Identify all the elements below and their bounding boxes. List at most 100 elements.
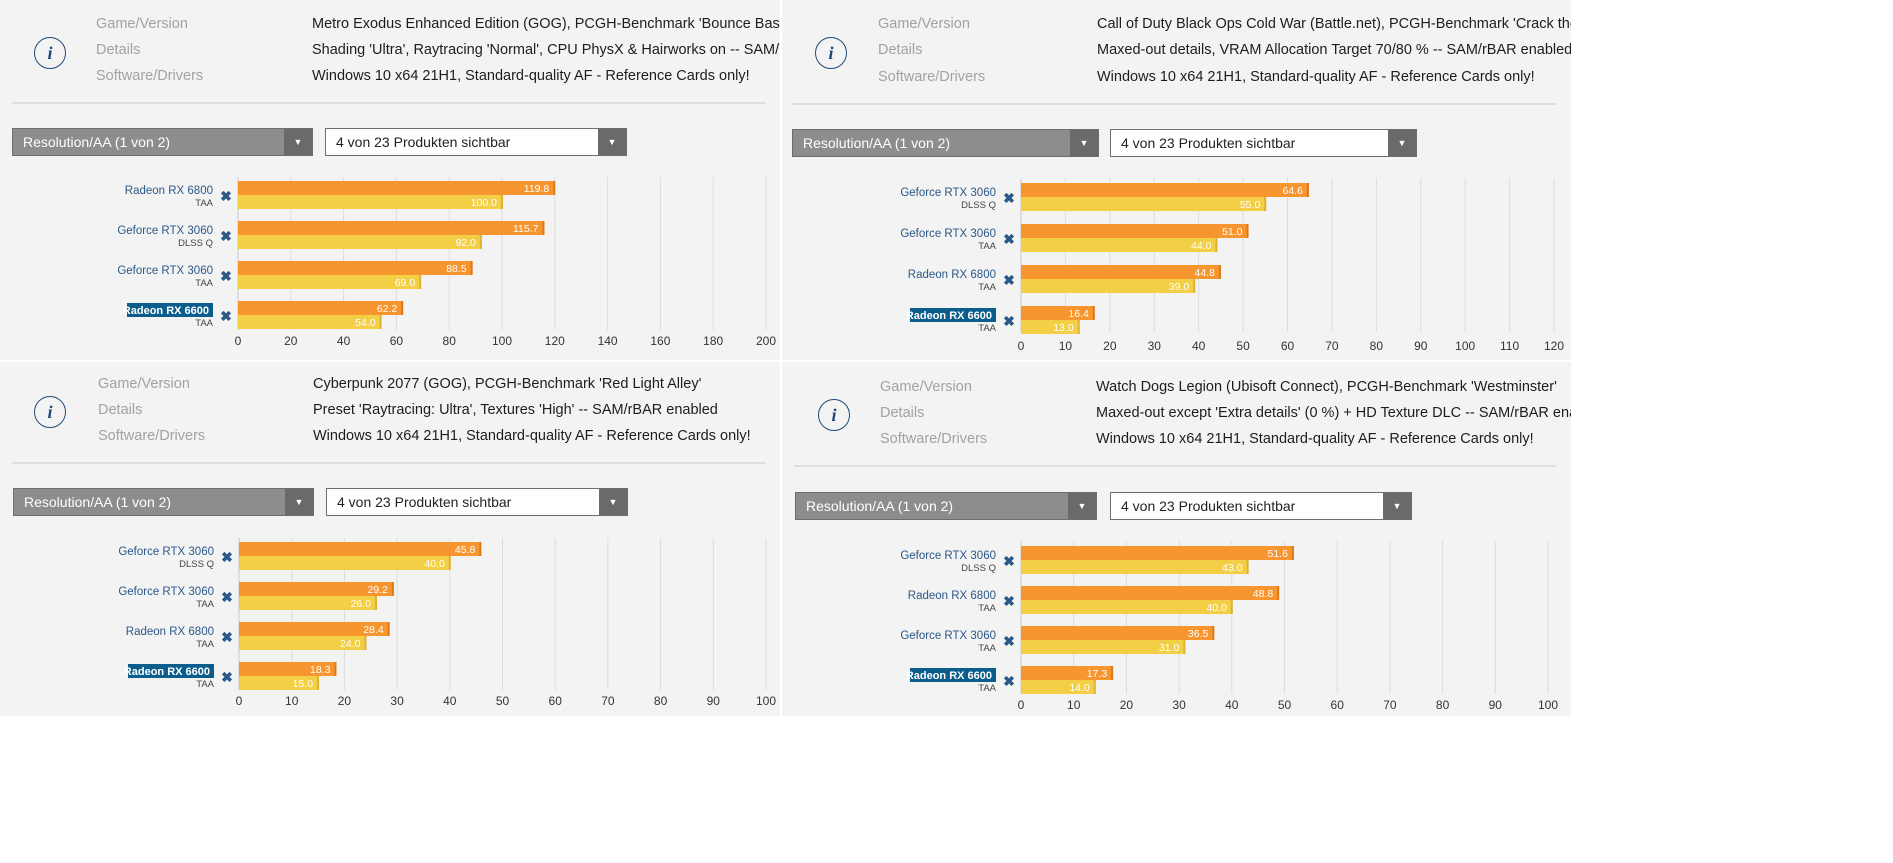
bar-top [1021, 265, 1220, 279]
product-name[interactable]: Radeon RX 6800 [908, 269, 996, 281]
chevron-down-icon[interactable]: ▼ [598, 129, 626, 155]
chevron-down-icon[interactable]: ▼ [285, 489, 313, 515]
bar-bottom [1021, 238, 1217, 252]
resolution-dropdown[interactable]: Resolution/AA (1 von 2) ▼ [12, 128, 313, 156]
product-setting: DLSS Q [961, 200, 996, 211]
bar-bottom-edge [448, 556, 451, 570]
info-icon[interactable]: i [815, 37, 847, 69]
bar-top-edge [542, 221, 545, 235]
chevron-down-icon[interactable]: ▼ [1068, 493, 1096, 519]
bar-bottom [239, 636, 366, 650]
bar-bottom-value: 13.0 [1053, 322, 1074, 334]
bar-bottom [1021, 560, 1248, 574]
bar-bottom-value: 14.0 [1069, 682, 1090, 694]
remove-icon[interactable]: ✖ [1003, 633, 1015, 649]
bar-top-value: 28.4 [363, 624, 384, 636]
remove-icon[interactable]: ✖ [221, 629, 233, 645]
chevron-down-icon[interactable]: ▼ [1388, 130, 1416, 156]
product-setting: TAA [978, 323, 996, 334]
software-value: Windows 10 x64 21H1, Standard-quality AF… [312, 68, 750, 84]
product-name[interactable]: Radeon RX 6800 [126, 626, 214, 638]
remove-icon[interactable]: ✖ [220, 228, 232, 244]
product-name[interactable]: Geforce RTX 3060 [118, 586, 214, 598]
tick-label: 140 [598, 334, 618, 348]
info-icon[interactable]: i [818, 399, 850, 431]
chevron-down-icon[interactable]: ▼ [284, 129, 312, 155]
product-name[interactable]: Radeon RX 6600 [123, 305, 209, 317]
product-name[interactable]: Geforce RTX 3060 [117, 265, 213, 277]
resolution-dropdown[interactable]: Resolution/AA (1 von 2) ▼ [795, 492, 1097, 520]
bar-top [239, 542, 481, 556]
products-dropdown[interactable]: 4 von 23 Produkten sichtbar ▼ [325, 128, 627, 156]
divider [794, 465, 1556, 467]
bar-top-value: 88.5 [446, 263, 467, 275]
product-name[interactable]: Geforce RTX 3060 [117, 225, 213, 237]
product-name[interactable]: Geforce RTX 3060 [900, 228, 996, 240]
bar-top-value: 51.0 [1222, 226, 1243, 238]
remove-icon[interactable]: ✖ [1003, 593, 1015, 609]
tick-label: 90 [707, 694, 721, 708]
tick-label: 70 [1383, 698, 1397, 712]
bar-bottom [1021, 600, 1232, 614]
details-value: Preset 'Raytracing: Ultra', Textures 'Hi… [313, 402, 718, 418]
product-name[interactable]: Geforce RTX 3060 [900, 550, 996, 562]
bar-bottom [1021, 680, 1095, 694]
products-dropdown[interactable]: 4 von 23 Produkten sichtbar ▼ [1110, 492, 1412, 520]
bar-bottom-value: 31.0 [1159, 642, 1180, 654]
resolution-dropdown-label: Resolution/AA (1 von 2) [23, 134, 171, 150]
info-icon[interactable]: i [34, 396, 66, 428]
products-dropdown[interactable]: 4 von 23 Produkten sichtbar ▼ [326, 488, 628, 516]
details-label: Details [96, 42, 141, 58]
product-setting: TAA [196, 599, 214, 610]
info-icon[interactable]: i [34, 37, 66, 69]
bar-top-edge [1291, 546, 1294, 560]
bar-bottom-edge [1215, 238, 1218, 252]
product-name[interactable]: Geforce RTX 3060 [900, 187, 996, 199]
software-label: Software/Drivers [880, 431, 988, 447]
product-name[interactable]: Geforce RTX 3060 [118, 546, 214, 558]
remove-icon[interactable]: ✖ [1003, 231, 1015, 247]
bar-bottom-value: 26.0 [351, 598, 372, 610]
remove-icon[interactable]: ✖ [1003, 313, 1015, 329]
remove-icon[interactable]: ✖ [1003, 190, 1015, 206]
remove-icon[interactable]: ✖ [220, 268, 232, 284]
chevron-down-icon[interactable]: ▼ [1383, 493, 1411, 519]
bar-top [239, 662, 336, 676]
bar-bottom-value: 92.0 [455, 237, 476, 249]
bar-bottom-edge [1230, 600, 1233, 614]
chevron-down-icon[interactable]: ▼ [1070, 130, 1098, 156]
bar-bottom-value: 55.0 [1240, 199, 1261, 211]
remove-icon[interactable]: ✖ [1003, 673, 1015, 689]
remove-icon[interactable]: ✖ [1003, 272, 1015, 288]
product-name[interactable]: Radeon RX 6600 [906, 310, 992, 322]
product-name[interactable]: Radeon RX 6600 [124, 666, 210, 678]
bar-bottom-value: 40.0 [1206, 602, 1227, 614]
remove-icon[interactable]: ✖ [221, 669, 233, 685]
remove-icon[interactable]: ✖ [221, 589, 233, 605]
products-dropdown[interactable]: 4 von 23 Produkten sichtbar ▼ [1110, 129, 1417, 157]
benchmark-panel-metro: i Game/Version Details Software/Drivers … [0, 0, 780, 360]
tick-label: 80 [1436, 698, 1450, 712]
remove-icon[interactable]: ✖ [221, 549, 233, 565]
highlight-badge [127, 303, 213, 317]
tick-label: 40 [443, 694, 457, 708]
product-setting: TAA [978, 683, 996, 694]
bar-bottom-edge [479, 235, 482, 249]
product-name[interactable]: Radeon RX 6600 [906, 670, 992, 682]
resolution-dropdown[interactable]: Resolution/AA (1 von 2) ▼ [13, 488, 314, 516]
tick-label: 40 [1192, 339, 1206, 353]
bar-top-value: 62.2 [377, 303, 398, 315]
product-name[interactable]: Radeon RX 6800 [125, 185, 213, 197]
remove-icon[interactable]: ✖ [220, 188, 232, 204]
product-name[interactable]: Geforce RTX 3060 [900, 630, 996, 642]
chevron-down-icon[interactable]: ▼ [599, 489, 627, 515]
bar-bottom [1021, 640, 1185, 654]
tick-label: 0 [1018, 339, 1025, 353]
product-name[interactable]: Radeon RX 6800 [908, 590, 996, 602]
remove-icon[interactable]: ✖ [1003, 553, 1015, 569]
resolution-dropdown[interactable]: Resolution/AA (1 von 2) ▼ [792, 129, 1099, 157]
benchmark-panel-cyberpunk: i Game/Version Details Software/Drivers … [0, 362, 780, 716]
benchmark-chart: 0 10 20 30 40 50 60 70 80 90 100 110 120 64.6 55.0 ✖ Gef… [900, 178, 1564, 353]
product-setting: TAA [978, 643, 996, 654]
remove-icon[interactable]: ✖ [220, 308, 232, 324]
